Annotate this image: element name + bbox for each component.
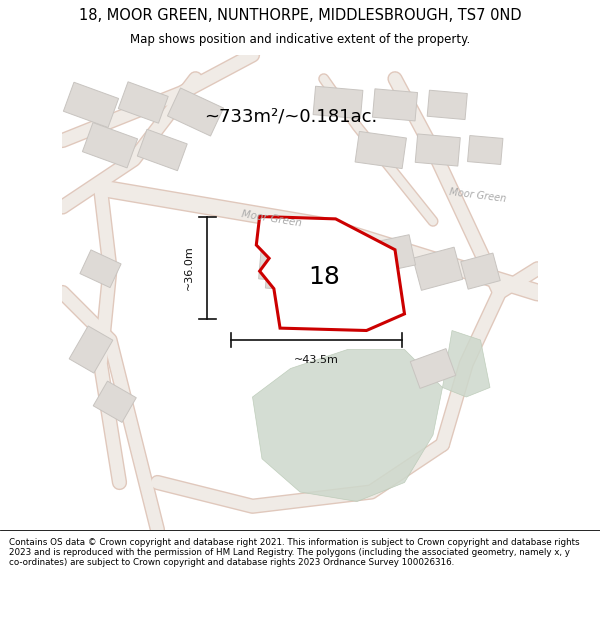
Polygon shape [118, 82, 168, 123]
Text: ~36.0m: ~36.0m [184, 245, 194, 290]
Polygon shape [365, 235, 416, 274]
Polygon shape [427, 90, 467, 119]
Text: Map shows position and indicative extent of the property.: Map shows position and indicative extent… [130, 33, 470, 46]
Polygon shape [443, 331, 490, 397]
Text: Moor Green: Moor Green [241, 209, 302, 229]
Polygon shape [410, 349, 456, 388]
Polygon shape [313, 86, 363, 119]
Polygon shape [80, 250, 121, 288]
Text: Moor Green: Moor Green [449, 187, 507, 204]
Polygon shape [413, 247, 463, 291]
Polygon shape [137, 129, 187, 171]
Polygon shape [82, 122, 137, 168]
Polygon shape [373, 89, 418, 121]
Polygon shape [256, 216, 404, 331]
Polygon shape [467, 136, 503, 164]
Text: 18: 18 [308, 265, 340, 289]
Polygon shape [167, 88, 224, 136]
Polygon shape [64, 82, 119, 127]
Text: Contains OS data © Crown copyright and database right 2021. This information is : Contains OS data © Crown copyright and d… [9, 538, 580, 568]
Text: ~43.5m: ~43.5m [294, 355, 339, 365]
Polygon shape [93, 381, 136, 423]
Text: ~733m²/~0.181ac.: ~733m²/~0.181ac. [204, 107, 377, 126]
Polygon shape [265, 255, 316, 292]
Polygon shape [461, 253, 500, 289]
Text: 18, MOOR GREEN, NUNTHORPE, MIDDLESBROUGH, TS7 0ND: 18, MOOR GREEN, NUNTHORPE, MIDDLESBROUGH… [79, 8, 521, 23]
Polygon shape [253, 349, 443, 501]
Polygon shape [69, 326, 113, 373]
Polygon shape [259, 241, 323, 284]
Polygon shape [415, 134, 460, 166]
Polygon shape [355, 131, 406, 169]
